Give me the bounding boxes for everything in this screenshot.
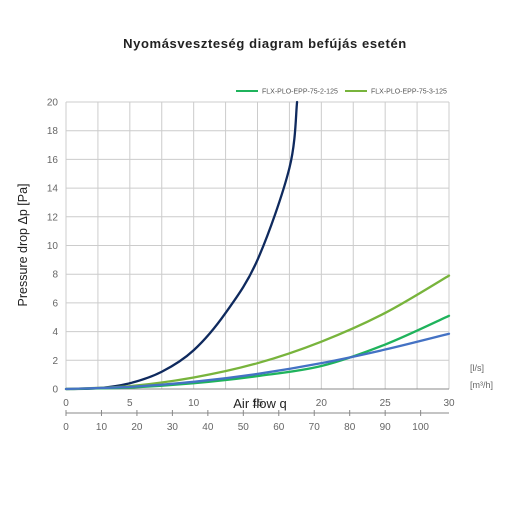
- secondary-tick-label: 60: [273, 422, 285, 433]
- x-axis-title: Air flow q: [233, 396, 286, 411]
- y-tick-label: 2: [52, 356, 58, 367]
- y-tick-label: 14: [47, 184, 59, 195]
- secondary-tick-label: 30: [167, 422, 179, 433]
- series-line-4: [64, 332, 451, 391]
- x-secondary-unit: [m³/h]: [470, 380, 493, 390]
- secondary-tick-label: 40: [202, 422, 214, 433]
- legend-label: FLX-PLO-EPP-75-2-125: [262, 89, 338, 96]
- secondary-tick-label: 10: [96, 422, 108, 433]
- y-tick-label: 0: [52, 385, 58, 396]
- series-lines: [64, 100, 451, 391]
- y-tick-label: 12: [47, 212, 59, 223]
- grid: [65, 101, 450, 390]
- y-tick-label: 4: [52, 327, 58, 338]
- legend: FLX-PLO-EPP-75-2-125 FLX-PLO-EPP-75-3-125: [236, 89, 447, 96]
- x-tick-label: 15: [252, 398, 264, 409]
- x-tick-label: 10: [188, 398, 200, 409]
- y-tick-label: 16: [47, 155, 59, 166]
- secondary-tick-label: 80: [344, 422, 356, 433]
- x-tick-label: 5: [127, 398, 133, 409]
- y-tick-label: 8: [52, 270, 58, 281]
- x-primary-unit: [l/s]: [470, 363, 484, 373]
- y-axis-title: Pressure drop Δp [Pa]: [16, 184, 30, 307]
- legend-label: FLX-PLO-EPP-75-3-125: [371, 89, 447, 96]
- x-tick-label: 0: [63, 398, 69, 409]
- secondary-tick-label: 90: [380, 422, 392, 433]
- axes: 0 2 4 6 8 10 12 14 16 18 20 0 5 10 15 20 25 30 0 10 20 30 40 50…: [47, 98, 455, 434]
- x-tick-label: 30: [443, 398, 455, 409]
- chart-title: Nyomásveszteség diagram befújás esetén: [123, 36, 407, 51]
- y-tick-label: 20: [47, 98, 59, 109]
- secondary-tick-label: 50: [238, 422, 250, 433]
- x-tick-label: 20: [316, 398, 328, 409]
- secondary-tick-label: 70: [309, 422, 321, 433]
- y-tick-label: 10: [47, 241, 59, 252]
- secondary-tick-label: 20: [131, 422, 143, 433]
- secondary-tick-label: 100: [412, 422, 429, 433]
- y-tick-label: 18: [47, 126, 59, 137]
- y-tick-label: 6: [52, 298, 58, 309]
- secondary-tick-label: 0: [63, 422, 69, 433]
- x-tick-label: 25: [380, 398, 392, 409]
